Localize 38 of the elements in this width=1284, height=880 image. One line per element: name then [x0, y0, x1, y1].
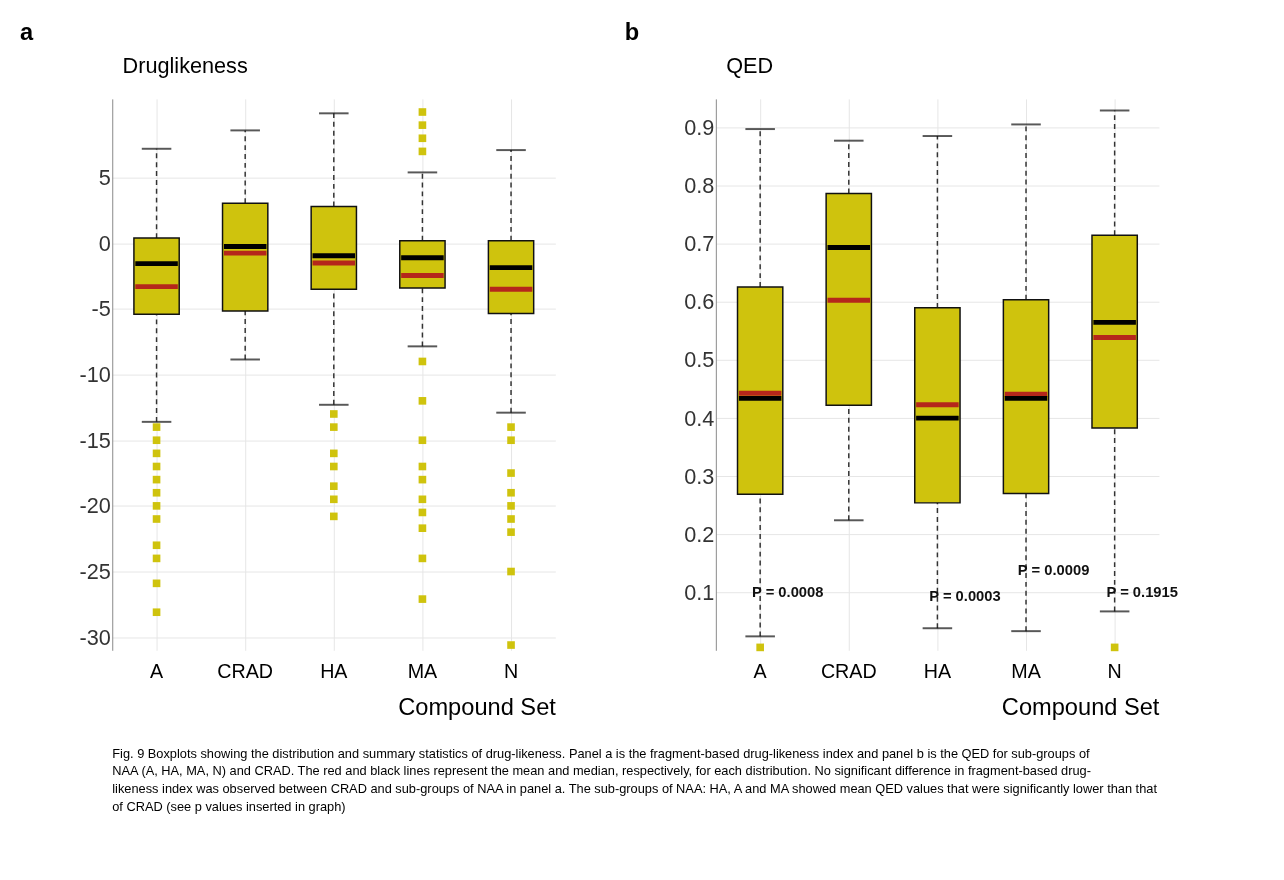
- y-tick-label: 0.9: [684, 115, 715, 141]
- y-tick-label: 0.2: [684, 521, 715, 547]
- x-tick-label: HA: [320, 660, 349, 683]
- y-axis-title: QED: [726, 52, 774, 78]
- x-tick-label: MA: [407, 660, 439, 683]
- y-axis-title: Druglikeness: [122, 52, 248, 78]
- y-tick-label: 0.5: [684, 347, 715, 373]
- x-tick-label: HA: [923, 660, 952, 683]
- chart-title: b: [624, 18, 640, 45]
- y-tick-label: 0.7: [684, 231, 715, 257]
- x-tick-label: A: [753, 660, 768, 683]
- y-tick-label: -5: [91, 296, 111, 322]
- annotation: P = 0.0009: [1017, 562, 1090, 579]
- y-tick-label: 0.8: [684, 173, 715, 199]
- y-tick-label: 0: [98, 230, 111, 256]
- x-tick-label: N: [1107, 660, 1122, 683]
- y-tick-label: -30: [79, 624, 111, 650]
- y-tick-label: 5: [98, 165, 111, 191]
- y-tick-label: -25: [79, 558, 111, 584]
- y-tick-label: -15: [79, 427, 111, 453]
- y-tick-label: 0.4: [684, 405, 715, 431]
- y-tick-label: -20: [79, 493, 111, 519]
- x-tick-label: N: [503, 660, 519, 683]
- caption: Fig. 9 Boxplots showing the distribution and summary statistics of drug-likeness. Panel a is the fragment-based drug-likeness index and panel b is the QED for sub-groups of NAA (A, HA, MA, N) and CRAD. The red and black lines represent the mean and median, respectively, for each distribution. No significant difference in fragment-based drug-likeness index was observed between CRAD and sub-groups of NAA in panel a. The sub-groups of NAA: HA, A and MA showed mean QED values that were significantly lower than that of CRAD (see p values inserted in graph): [112, 745, 1158, 814]
- chart-title: a: [19, 18, 34, 45]
- y-tick-label: -10: [79, 361, 111, 387]
- x-tick-label: A: [149, 660, 164, 683]
- y-tick-label: 0.3: [684, 463, 715, 489]
- x-tick-label: CRAD: [820, 660, 877, 683]
- x-tick-label: MA: [1011, 660, 1042, 683]
- x-axis-title: Compound Set: [398, 693, 557, 720]
- x-axis-title: Compound Set: [1001, 693, 1160, 720]
- x-tick-label: CRAD: [217, 660, 274, 683]
- annotation: P = 0.1915: [1106, 584, 1178, 601]
- y-tick-label: 0.6: [684, 289, 715, 315]
- annotation: P = 0.0008: [751, 584, 824, 601]
- annotation: P = 0.0003: [929, 587, 1001, 604]
- y-tick-label: 0.1: [684, 579, 715, 605]
